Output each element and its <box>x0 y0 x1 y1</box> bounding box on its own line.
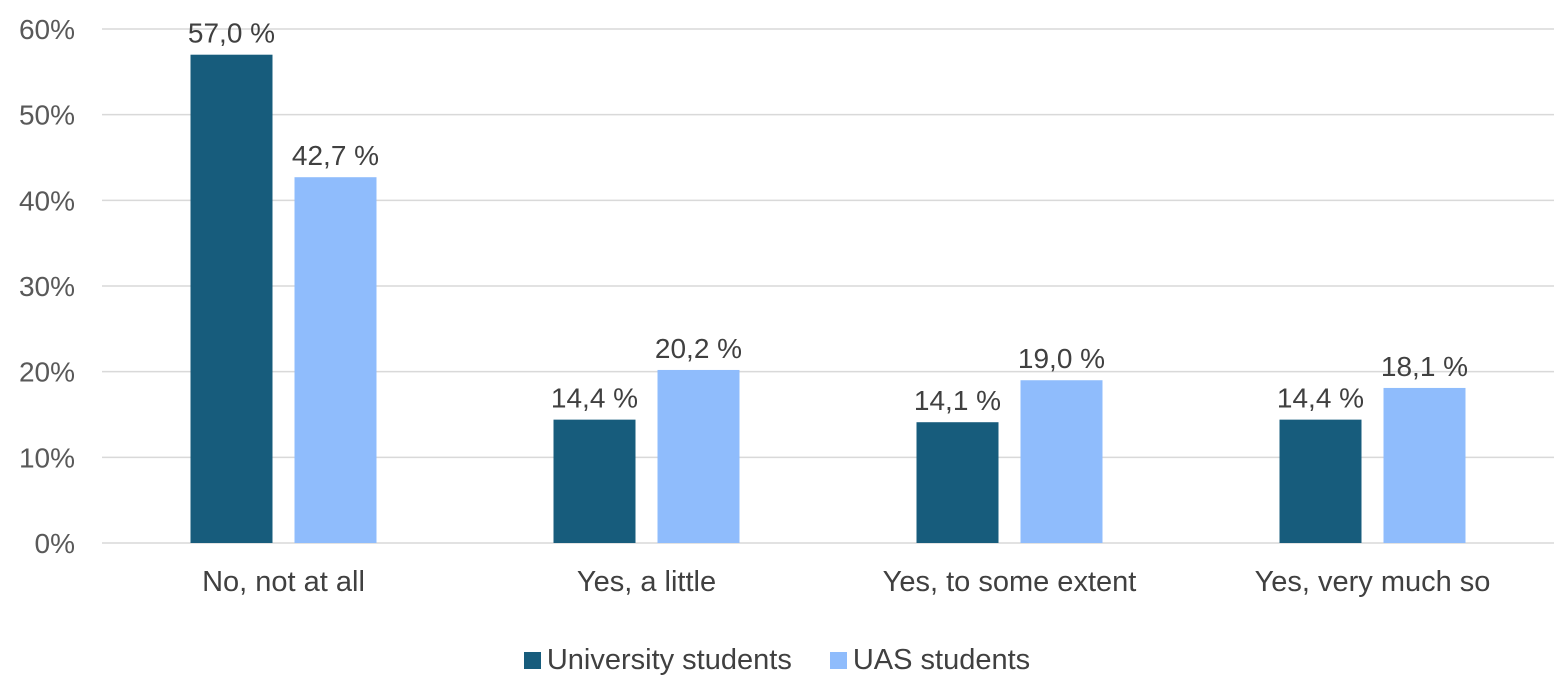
bar-chart: 0% 10% 20% 30% 40% 50% 60% 57,0 % 42,7 % No, not … <box>19 14 1554 598</box>
data-label: 18,1 % <box>1381 351 1468 382</box>
legend-swatch-uas-students <box>829 652 847 669</box>
y-tick-label: 60% <box>19 14 75 45</box>
x-tick-label: Yes, to some extent <box>883 566 1137 598</box>
y-tick-label: 30% <box>19 271 75 302</box>
bar <box>553 419 636 543</box>
legend-swatch-university-students <box>523 652 541 669</box>
legend-label-university-students: University students <box>546 644 792 676</box>
bar <box>190 54 273 543</box>
y-tick-label: 10% <box>19 442 75 473</box>
data-label: 14,1 % <box>914 385 1001 416</box>
y-tick-label: 0% <box>35 528 75 559</box>
legend-item-uas-students: UAS students <box>829 644 1031 677</box>
y-tick-label: 40% <box>19 185 75 216</box>
data-label: 57,0 % <box>188 18 275 49</box>
y-tick-label: 50% <box>19 100 75 131</box>
x-tick-label: Yes, a little <box>577 566 716 598</box>
bar <box>657 369 740 543</box>
bar <box>1383 387 1466 543</box>
x-tick-label: Yes, very much so <box>1255 566 1491 598</box>
bar <box>1279 419 1362 543</box>
data-label: 14,4 % <box>1277 383 1364 414</box>
y-tick-label: 20% <box>19 357 75 388</box>
data-label: 42,7 % <box>292 140 379 171</box>
bar <box>1020 380 1103 543</box>
bar <box>294 177 377 543</box>
data-label: 19,0 % <box>1018 343 1105 374</box>
x-tick-label: No, not at all <box>202 566 365 598</box>
bar <box>916 422 999 543</box>
data-label: 20,2 % <box>655 333 742 364</box>
data-label: 14,4 % <box>551 383 638 414</box>
legend-item-university-students: University students <box>523 644 792 677</box>
legend: University students UAS students <box>0 644 1554 677</box>
legend-label-uas-students: UAS students <box>852 644 1031 676</box>
